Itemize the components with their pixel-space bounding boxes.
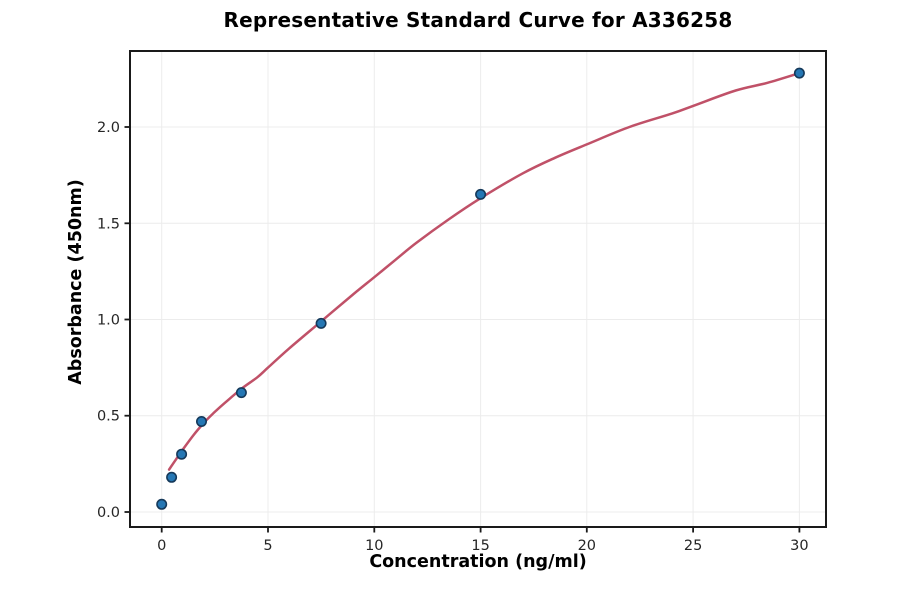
data-point [196, 415, 208, 427]
x-tick-label: 30 [790, 538, 808, 554]
plot-border [129, 50, 827, 528]
y-tick-label: 0.5 [97, 409, 120, 425]
y-tick-label: 1.5 [97, 216, 120, 232]
x-tick-label: 0 [157, 538, 166, 554]
chart-title: Representative Standard Curve for A33625… [223, 8, 733, 32]
y-axis-label: Absorbance (450nm) [66, 179, 86, 385]
y-tick-label: 0.0 [97, 505, 120, 521]
data-point [475, 188, 487, 200]
fitted-curve-line [167, 71, 801, 471]
data-point [793, 67, 805, 79]
data-point [235, 387, 247, 399]
data-point [166, 471, 178, 483]
data-point [156, 498, 168, 510]
x-tick-label: 15 [471, 538, 489, 554]
y-tick-label: 2.0 [97, 120, 120, 136]
x-tick-label: 10 [365, 538, 383, 554]
x-tick-label: 25 [684, 538, 702, 554]
y-tick-label: 1.0 [97, 313, 120, 329]
data-point [315, 317, 327, 329]
data-point [176, 448, 188, 460]
x-tick-label: 20 [578, 538, 596, 554]
x-tick-label: 5 [263, 538, 272, 554]
x-axis-label: Concentration (ng/ml) [369, 552, 587, 572]
